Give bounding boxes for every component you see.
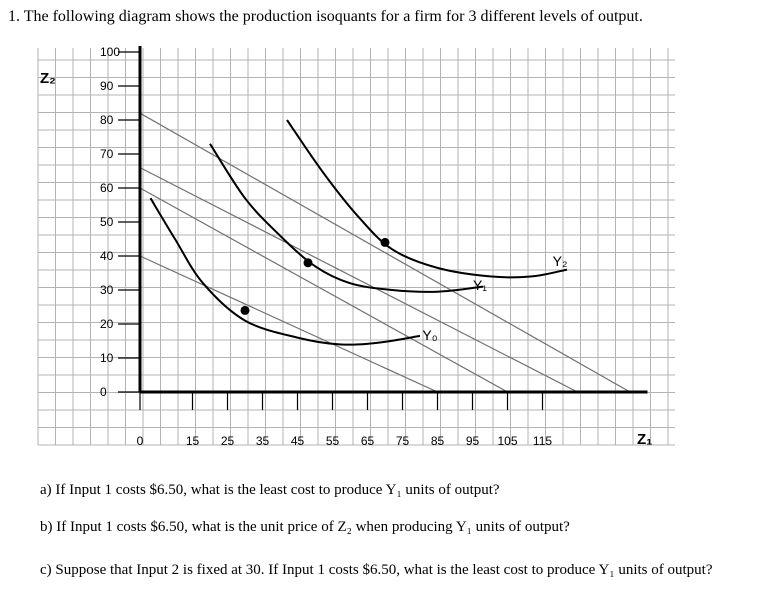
- y-tick-label: 100: [100, 45, 120, 59]
- question-part-c: c) Suppose that Input 2 is fixed at 30. …: [40, 562, 713, 578]
- isoquant-curves: [149, 119, 568, 346]
- isoquant-chart: Y₀ Y₁ Y₂ 0 10 20 30 40 50 60 70 80 90 100 0 15 25 35 45 55 6…: [37, 45, 675, 448]
- y-tick-label: 20: [100, 317, 114, 331]
- grid: [37, 48, 675, 446]
- labels: Y₀ Y₁ Y₂ 0 10 20 30 40 50 60 70 80 90 100 0 15 25 35 45 55 6…: [40, 45, 652, 448]
- x-tick-label: 25: [221, 434, 235, 448]
- x-tick-label: 0: [137, 434, 144, 448]
- isoquant-label-1: Y₁: [473, 277, 487, 293]
- y-tick-label: 70: [100, 147, 114, 161]
- x-axis-label: Z₁: [637, 431, 652, 448]
- tangency-point-1: [303, 258, 313, 268]
- x-tick-label: 55: [326, 434, 340, 448]
- y-tick-label: 60: [100, 181, 114, 195]
- x-tick-label: 95: [466, 434, 480, 448]
- x-tick-label: 15: [186, 434, 200, 448]
- x-tick-label: 105: [497, 434, 517, 448]
- y-tick-label: 40: [100, 249, 114, 263]
- isocost-line-2: [139, 167, 578, 393]
- y-tick-label: 50: [100, 215, 114, 229]
- question-part-b: b) If Input 1 costs $6.50, what is the u…: [40, 519, 570, 535]
- x-tick-label: 75: [396, 434, 410, 448]
- x-tick-label: 35: [256, 434, 270, 448]
- x-tick-label: 85: [431, 434, 445, 448]
- question-part-a: a) If Input 1 costs $6.50, what is the l…: [40, 482, 500, 498]
- isocost-line-3: [139, 112, 631, 393]
- isoquant-curve-2: [286, 119, 568, 279]
- x-tick-label: 65: [361, 434, 375, 448]
- question-title: 1. The following diagram shows the produ…: [8, 8, 643, 25]
- isoquant-curve-0: [149, 197, 421, 346]
- isoquant-curve-1: [209, 143, 484, 293]
- tangency-points: [240, 237, 390, 315]
- y-tick-label: 0: [100, 385, 107, 399]
- tangency-point-2: [380, 237, 390, 247]
- isoquant-label-0: Y₀: [422, 327, 437, 343]
- x-tick-label: 115: [533, 434, 552, 448]
- y-tick-label: 10: [100, 351, 114, 365]
- x-tick-label: 45: [291, 434, 305, 448]
- y-tick-label: 30: [100, 283, 114, 297]
- isoquant-label-2: Y₂: [553, 253, 568, 269]
- isocost-lines: [139, 112, 631, 393]
- tangency-point-0: [240, 305, 250, 315]
- isocost-line-1: [139, 187, 508, 393]
- isocost-line-0: [139, 255, 438, 393]
- y-axis-label: Z₂: [40, 70, 56, 87]
- axes: [118, 46, 648, 410]
- y-tick-label: 90: [100, 79, 114, 93]
- y-tick-label: 80: [100, 113, 114, 127]
